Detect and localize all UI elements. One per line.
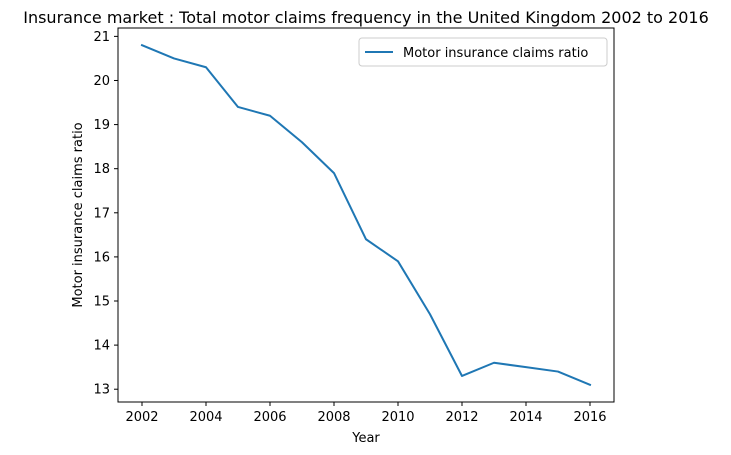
x-tick-label: 2012 — [445, 410, 478, 425]
x-tick-label: 2004 — [189, 410, 222, 425]
y-axis-label: Motor insurance claims ratio — [71, 122, 86, 307]
y-tick-label: 17 — [93, 206, 110, 221]
legend-label: Motor insurance claims ratio — [403, 46, 588, 61]
chart-title: Insurance market : Total motor claims fr… — [23, 8, 709, 27]
x-tick-label: 2016 — [573, 410, 606, 425]
x-axis: 2002 2004 2006 2008 2010 2012 2014 2016 — [125, 402, 607, 425]
plot-area — [117, 27, 615, 403]
y-tick-label: 15 — [93, 295, 110, 310]
y-tick-label: 14 — [93, 339, 110, 354]
y-tick-label: 18 — [93, 162, 110, 177]
legend-frame — [358, 37, 608, 67]
x-tick-label: 2010 — [381, 410, 414, 425]
series-layer — [140, 43, 592, 387]
y-tick-label: 21 — [93, 30, 110, 45]
x-tick-label: 2008 — [317, 410, 350, 425]
y-tick-label: 20 — [93, 74, 110, 89]
x-tick-label: 2006 — [253, 410, 286, 425]
series-line — [140, 43, 592, 387]
x-axis-label: Year — [351, 431, 380, 446]
y-axis: 13 14 15 16 17 18 19 20 21 — [93, 30, 118, 398]
y-tick-label: 13 — [93, 383, 110, 398]
x-tick-label: 2014 — [509, 410, 542, 425]
y-tick-label: 19 — [93, 118, 110, 133]
legend: Motor insurance claims ratio — [358, 37, 608, 67]
y-tick-label: 16 — [93, 250, 110, 265]
x-tick-label: 2002 — [125, 410, 158, 425]
